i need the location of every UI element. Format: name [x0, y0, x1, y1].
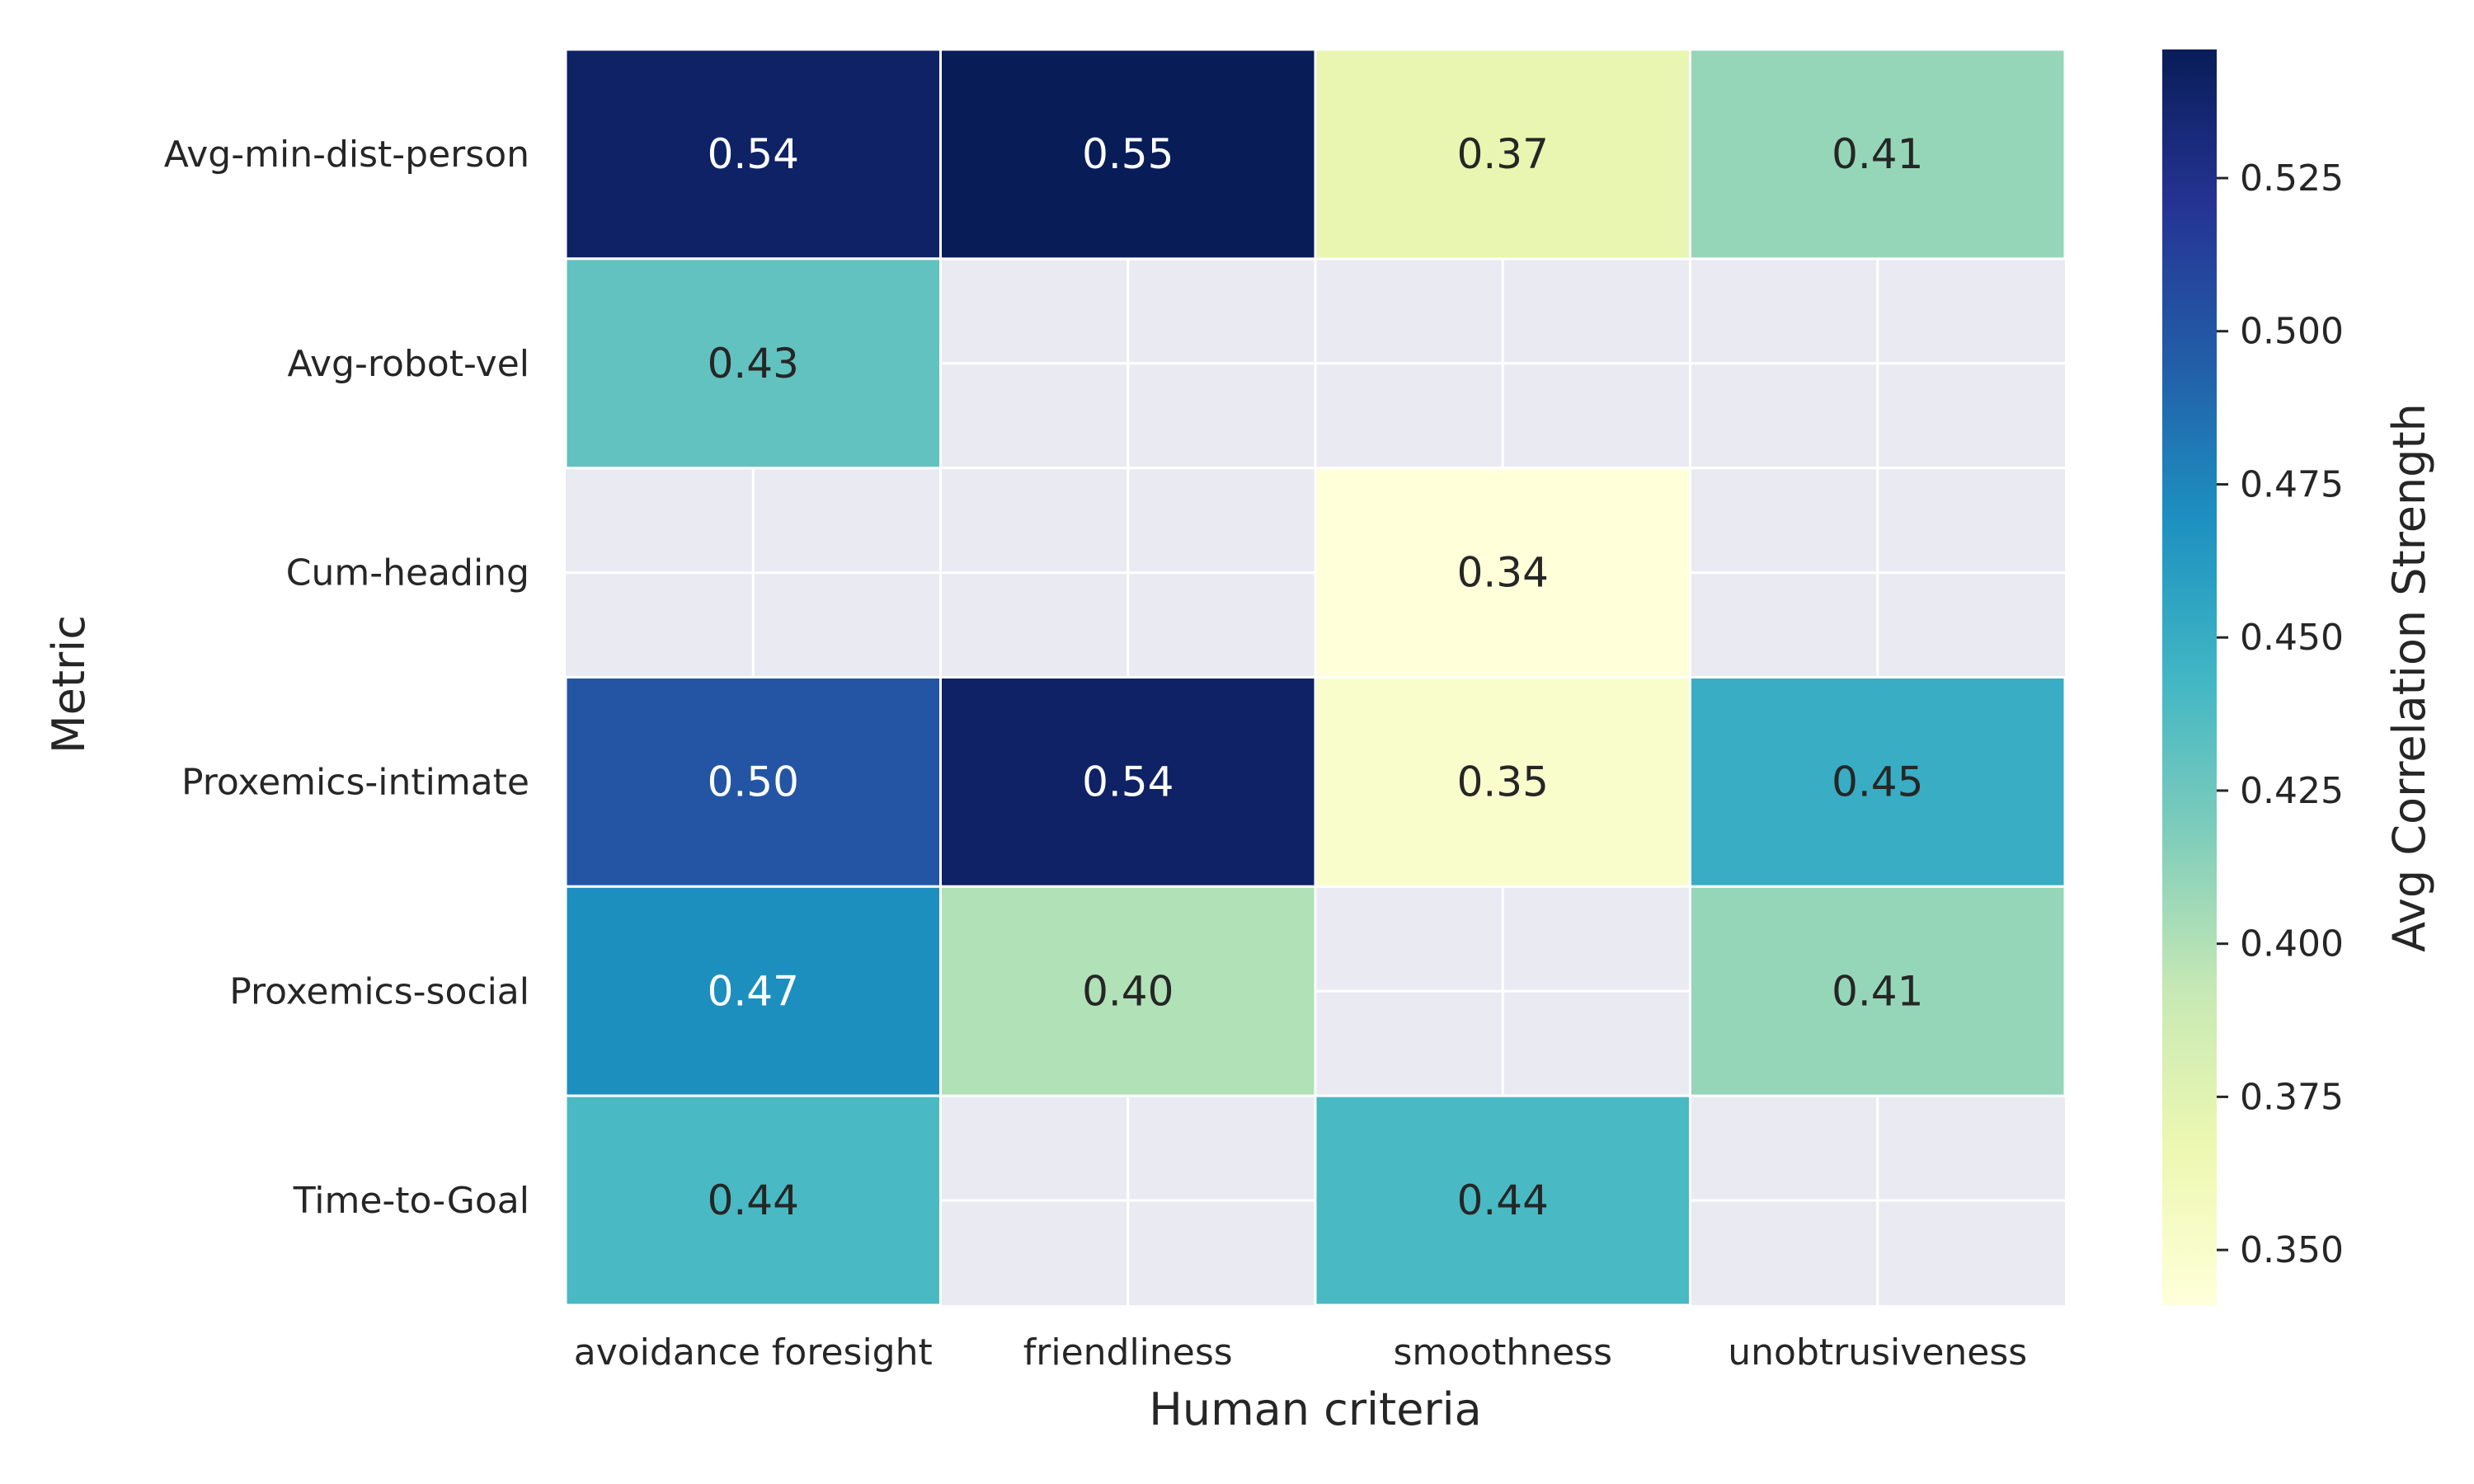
x-axis-ticks: avoidance foresight friendliness smoothnes…	[574, 1331, 2027, 1374]
colorbar-tick-label: 0.475	[2240, 463, 2344, 505]
heatmap-cell	[939, 885, 1317, 1097]
y-axis-ticks: Avg-min-dist-person Avg-robot-vel Cum-head…	[164, 134, 529, 1222]
heatmap-cell	[1314, 1094, 1691, 1307]
cell-value-label: 0.44	[1457, 1176, 1549, 1224]
heatmap-cell	[1689, 676, 2067, 888]
colorbar-tick-label: 0.525	[2240, 157, 2344, 200]
cell-value-label: 0.54	[1082, 758, 1174, 805]
y-tick-label: Time-to-Goal	[293, 1180, 529, 1222]
cell-value-label: 0.34	[1457, 549, 1549, 597]
x-tick-label: unobtrusiveness	[1728, 1331, 2027, 1374]
heatmap-cell	[1689, 885, 2067, 1097]
cell-value-label: 0.47	[708, 967, 799, 1015]
heatmap-cell	[564, 257, 942, 470]
heatmap-cell	[564, 1094, 942, 1307]
colorbar-ticks: 0.350 0.375 0.400 0.425 0.450 0.475 0.500 0.525	[2217, 157, 2344, 1271]
y-tick-label: Proxemics-social	[229, 970, 529, 1012]
heatmap-cell	[939, 676, 1317, 888]
heatmap-cell	[1689, 48, 2067, 261]
y-tick-label: Cum-heading	[286, 552, 529, 594]
y-tick-label: Proxemics-intimate	[181, 761, 529, 803]
colorbar-tick-label: 0.500	[2240, 311, 2344, 353]
heatmap-cell	[1314, 676, 1691, 888]
y-tick-label: Avg-min-dist-person	[164, 134, 529, 176]
cell-value-label: 0.43	[708, 340, 799, 387]
y-axis-label: Metric	[43, 615, 95, 754]
colorbar-tick-label: 0.375	[2240, 1076, 2344, 1118]
colorbar	[2162, 49, 2217, 1305]
cell-value-label: 0.54	[708, 130, 799, 178]
cell-value-label: 0.35	[1457, 758, 1549, 805]
colorbar-tick-label: 0.450	[2240, 617, 2344, 659]
colorbar-tick-label: 0.425	[2240, 770, 2344, 812]
y-tick-label: Avg-robot-vel	[287, 343, 529, 385]
cell-value-label: 0.37	[1457, 130, 1549, 178]
cell-value-label: 0.44	[708, 1176, 799, 1224]
cell-value-labels: 0.54 0.55 0.37 0.41 0.43 0.34 0.50 0.54 0.35 0.45…	[708, 130, 1924, 1224]
x-tick-label: avoidance foresight	[574, 1331, 933, 1374]
cell-value-label: 0.45	[1832, 758, 1923, 805]
colorbar-label: Avg Correlation Strength	[2383, 403, 2435, 952]
cell-value-label: 0.55	[1082, 130, 1174, 178]
colorbar-tick-label: 0.350	[2240, 1229, 2344, 1271]
cell-value-label: 0.40	[1082, 967, 1174, 1015]
heatmap-filled-cells	[564, 48, 2067, 1307]
cell-value-label: 0.41	[1832, 130, 1923, 178]
colorbar-tick-label: 0.400	[2240, 923, 2344, 965]
x-tick-label: friendliness	[1023, 1331, 1233, 1374]
x-axis-label: Human criteria	[1149, 1383, 1482, 1435]
cell-value-label: 0.41	[1832, 967, 1923, 1015]
x-tick-label: smoothness	[1393, 1331, 1612, 1374]
heatmap-cell	[564, 885, 942, 1097]
heatmap-cell	[1314, 48, 1691, 261]
cell-value-label: 0.50	[708, 758, 799, 805]
